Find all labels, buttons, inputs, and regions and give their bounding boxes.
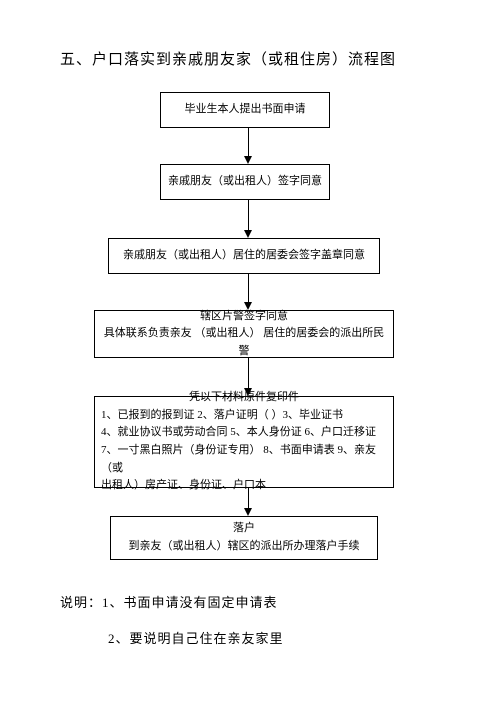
flow-box-6: 落户 到亲友（或出租人）辖区的派出所办理落户手续 bbox=[110, 516, 378, 560]
flow-box-2-text: 亲戚朋友（或出租人）签字同意 bbox=[168, 173, 322, 191]
arrow-5-line bbox=[248, 488, 249, 508]
flow-box-6-line2: 到亲友（或出租人）辖区的派出所办理落户手续 bbox=[129, 538, 360, 556]
arrow-5-head bbox=[244, 508, 252, 516]
arrow-2-head bbox=[244, 230, 252, 238]
flow-box-4-line1: 辖区片警签字同意 bbox=[200, 308, 288, 326]
flow-box-6-line1: 落户 bbox=[233, 520, 255, 538]
flow-box-3-text: 亲戚朋友（或出租人）居住的居委会签字盖章同意 bbox=[123, 247, 365, 265]
page-title: 五、户口落实到亲戚朋友家（或租住房）流程图 bbox=[60, 48, 396, 69]
note-1: 说明：1、书面申请没有固定申请表 bbox=[60, 592, 278, 611]
flow-box-4: 辖区片警签字同意 具体联系负责亲友 （或出租人） 居住的居委会的派出所民警 bbox=[94, 310, 394, 358]
arrow-1-line bbox=[248, 128, 249, 156]
flow-box-3: 亲戚朋友（或出租人）居住的居委会签字盖章同意 bbox=[108, 238, 380, 274]
arrow-3-line bbox=[248, 274, 249, 302]
flow-box-5-l3: 7、一寸黑白照片（身份证专用） 8、书面申请表 9、亲友（或 bbox=[101, 442, 387, 477]
flow-box-5-l1: 1、已报到的报到证 2、落户证明（ ）3、毕业证书 bbox=[101, 407, 387, 425]
flow-box-5-l2: 4、就业协议书或劳动合同 5、本人身份证 6、户口迁移证 bbox=[101, 424, 387, 442]
flow-box-5-body: 1、已报到的报到证 2、落户证明（ ）3、毕业证书 4、就业协议书或劳动合同 5… bbox=[101, 407, 387, 495]
flow-box-5-l4: 出租人）房产证、身份证、户口本 bbox=[101, 477, 387, 495]
flow-box-2: 亲戚朋友（或出租人）签字同意 bbox=[160, 164, 330, 200]
arrow-4-line bbox=[248, 358, 249, 388]
arrow-1-head bbox=[244, 156, 252, 164]
flow-box-1-text: 毕业生本人提出书面申请 bbox=[185, 101, 306, 119]
flow-box-4-line2: 具体联系负责亲友 （或出租人） 居住的居委会的派出所民警 bbox=[101, 325, 387, 360]
note-2: 2、要说明自己住在亲友家里 bbox=[108, 628, 284, 647]
flow-box-5: 凭以下材料原件复印件 1、已报到的报到证 2、落户证明（ ）3、毕业证书 4、就… bbox=[94, 396, 394, 488]
flow-box-1: 毕业生本人提出书面申请 bbox=[160, 92, 330, 128]
arrow-2-line bbox=[248, 200, 249, 230]
flow-box-5-title: 凭以下材料原件复印件 bbox=[189, 389, 299, 407]
